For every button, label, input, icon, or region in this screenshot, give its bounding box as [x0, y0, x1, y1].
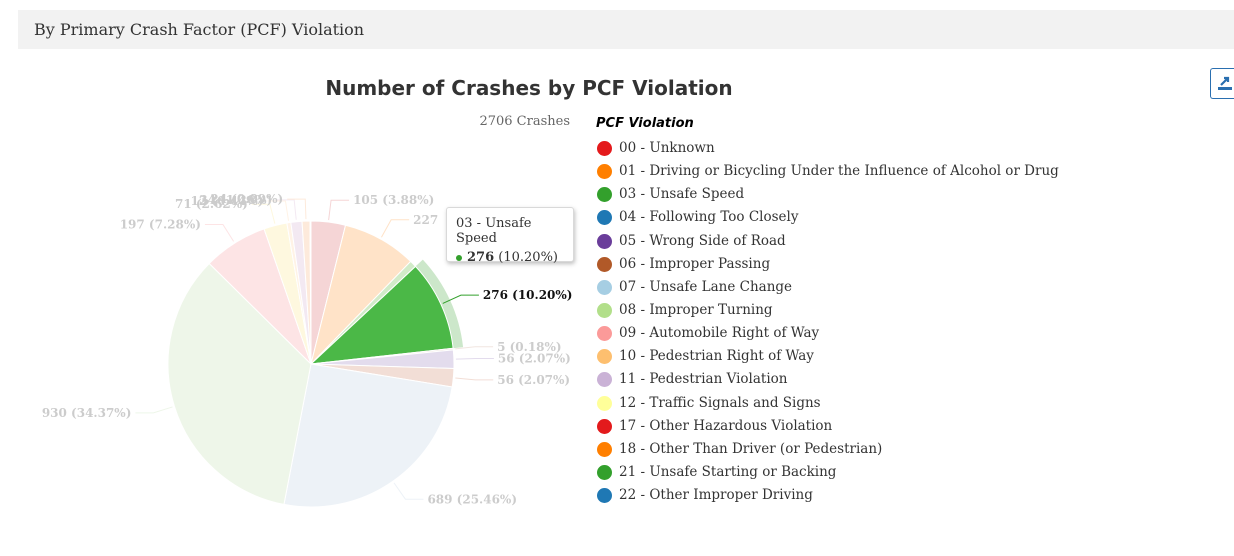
section-header: By Primary Crash Factor (PCF) Violation [18, 10, 1234, 49]
legend-marker [597, 164, 612, 180]
legend-label: 06 - Improper Passing [619, 255, 771, 272]
legend-item[interactable]: 22 - Other Improper Driving [596, 487, 813, 510]
legend-label: 05 - Wrong Side of Road [619, 232, 786, 249]
data-label-connector [267, 200, 290, 221]
legend-label: 12 - Traffic Signals and Signs [619, 394, 821, 411]
legend-marker [597, 302, 612, 318]
legend-marker [597, 464, 612, 480]
data-label: 105 (3.88%) [353, 193, 434, 207]
data-label-connector [204, 223, 235, 242]
chart-subtitle: 2706 Crashes [479, 114, 570, 129]
legend-item[interactable]: 10 - Pedestrian Right of Way [596, 348, 814, 371]
data-label: 5 (0.18%) [497, 340, 562, 354]
legend-label: 22 - Other Improper Driving [619, 487, 813, 504]
data-label-connector [455, 357, 494, 360]
legend-marker [597, 141, 612, 156]
legend: PCF Violation 00 - Unknown 01 - Driving o… [596, 116, 1059, 510]
tooltip-series-dot [456, 254, 462, 261]
legend-title: PCF Violation [596, 116, 694, 131]
legend-label: 01 - Driving or Bicycling Under the Infl… [619, 163, 1059, 180]
legend-marker [597, 187, 612, 203]
legend-marker [597, 349, 612, 365]
legend-label: 04 - Following Too Closely [619, 209, 799, 226]
data-label-connector [135, 406, 173, 414]
data-label-connector [455, 346, 494, 350]
tooltip-title: 03 - Unsafe Speed [456, 216, 532, 246]
data-label-connector [287, 198, 307, 220]
legend-marker [597, 372, 612, 388]
legend-item[interactable]: 08 - Improper Turning [596, 302, 773, 325]
legend-label: 07 - Unsafe Lane Change [619, 278, 793, 295]
legend-item[interactable]: 21 - Unsafe Starting or Backing [596, 464, 836, 487]
data-label-connector [381, 219, 410, 238]
legend-marker [597, 210, 612, 226]
legend-marker [597, 395, 612, 411]
legend-label: 17 - Other Hazardous Violation [619, 417, 833, 434]
legend-label: 09 - Automobile Right of Way [619, 325, 820, 342]
legend-item[interactable]: 12 - Traffic Signals and Signs [596, 395, 821, 418]
data-label-connector [251, 203, 276, 224]
data-label: 12 (0.44%) [191, 194, 264, 208]
pie-slice[interactable] [283, 363, 453, 508]
export-button[interactable] [1210, 68, 1234, 99]
legend-marker [597, 233, 612, 249]
data-label: 930 (34.37%) [42, 406, 132, 420]
legend-item[interactable]: 11 - Pedestrian Violation [596, 371, 787, 394]
legend-item[interactable]: 01 - Driving or Bicycling Under the Infl… [596, 163, 1059, 186]
legend-marker [597, 279, 612, 295]
data-label: 227 [413, 213, 438, 227]
tooltip-value: 276 [467, 250, 495, 265]
data-label: 71 (2.62%) [175, 197, 248, 211]
legend-label: 03 - Unsafe Speed [619, 186, 745, 203]
legend-item[interactable]: 09 - Automobile Right of Way [596, 325, 819, 348]
section-title: By Primary Crash Factor (PCF) Violation [34, 20, 365, 39]
legend-marker [597, 326, 612, 342]
data-label-connector [455, 377, 494, 381]
legend-label: 00 - Unknown [619, 140, 715, 156]
legend-item[interactable]: 04 - Following Too Closely [596, 209, 798, 232]
data-label: 24 (0.89%) [210, 192, 283, 206]
data-label: 56 (2.07%) [498, 351, 571, 365]
data-label: 276 (10.20%) [483, 288, 573, 302]
legend-marker [597, 418, 612, 434]
slice-halo [415, 259, 464, 349]
legend-label: 10 - Pedestrian Right of Way [619, 348, 814, 365]
legend-item[interactable]: 17 - Other Hazardous Violation [596, 418, 832, 441]
data-label-connector [276, 199, 297, 220]
pie-slice[interactable] [309, 265, 454, 365]
tooltip: 03 - Unsafe Speed 276 (10.20%) [446, 207, 574, 265]
legend-item[interactable]: 06 - Improper Passing [596, 256, 770, 279]
legend-item[interactable]: 18 - Other Than Driver (or Pedestrian) [596, 441, 882, 464]
legend-label: 11 - Pedestrian Violation [619, 371, 788, 388]
legend-marker [597, 441, 612, 457]
data-label: 56 (2.07%) [497, 373, 570, 387]
pie-slice[interactable] [167, 262, 312, 506]
legend-label: 18 - Other Than Driver (or Pedestrian) [619, 440, 883, 457]
data-label: 689 (25.46%) [427, 492, 517, 506]
legend-item[interactable]: 03 - Unsafe Speed [596, 186, 744, 209]
data-label-connector [328, 199, 350, 221]
legend-item[interactable]: 07 - Unsafe Lane Change [596, 279, 792, 302]
legend-item[interactable]: 05 - Wrong Side of Road [596, 233, 786, 256]
legend-marker [597, 256, 612, 272]
chart-title: Number of Crashes by PCF Violation [325, 76, 733, 100]
legend-label: 08 - Improper Turning [619, 301, 773, 318]
legend-marker [597, 488, 612, 504]
data-label-connector [442, 294, 479, 304]
data-label: 34 (1.26%) [199, 193, 272, 207]
pie-slice[interactable] [309, 220, 312, 365]
legend-label: 21 - Unsafe Starting or Backing [619, 463, 837, 480]
tooltip-percent: (10.20%) [498, 250, 558, 265]
export-icon [1218, 76, 1232, 90]
data-label: 197 (7.28%) [120, 217, 201, 231]
data-label-connector [393, 482, 424, 500]
legend-item[interactable]: 00 - Unknown [596, 140, 715, 163]
